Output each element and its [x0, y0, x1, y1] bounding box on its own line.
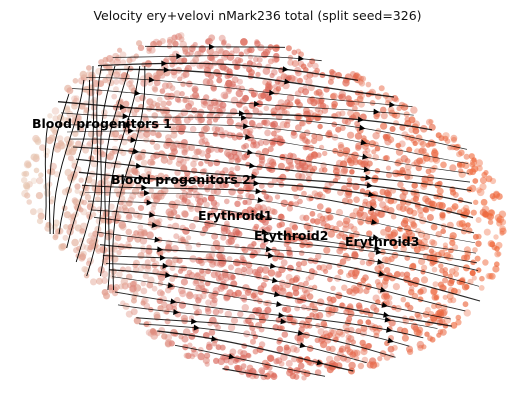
cell-points — [21, 32, 507, 381]
cluster-labels: Blood progenitors 1 Blood progenitors 2 … — [32, 116, 419, 249]
cluster-label-erythroid2: Erythroid2 — [254, 228, 328, 243]
plot-title: Velocity ery+velovi nMark236 total (spli… — [93, 8, 422, 23]
cluster-label-blood-progenitors-1: Blood progenitors 1 — [32, 116, 172, 131]
cluster-label-erythroid1: Erythroid1 — [198, 208, 272, 223]
velocity-streamlines — [44, 43, 481, 377]
cluster-label-erythroid3: Erythroid3 — [345, 234, 419, 249]
cluster-label-blood-progenitors-2: Blood progenitors 2 — [111, 172, 251, 187]
